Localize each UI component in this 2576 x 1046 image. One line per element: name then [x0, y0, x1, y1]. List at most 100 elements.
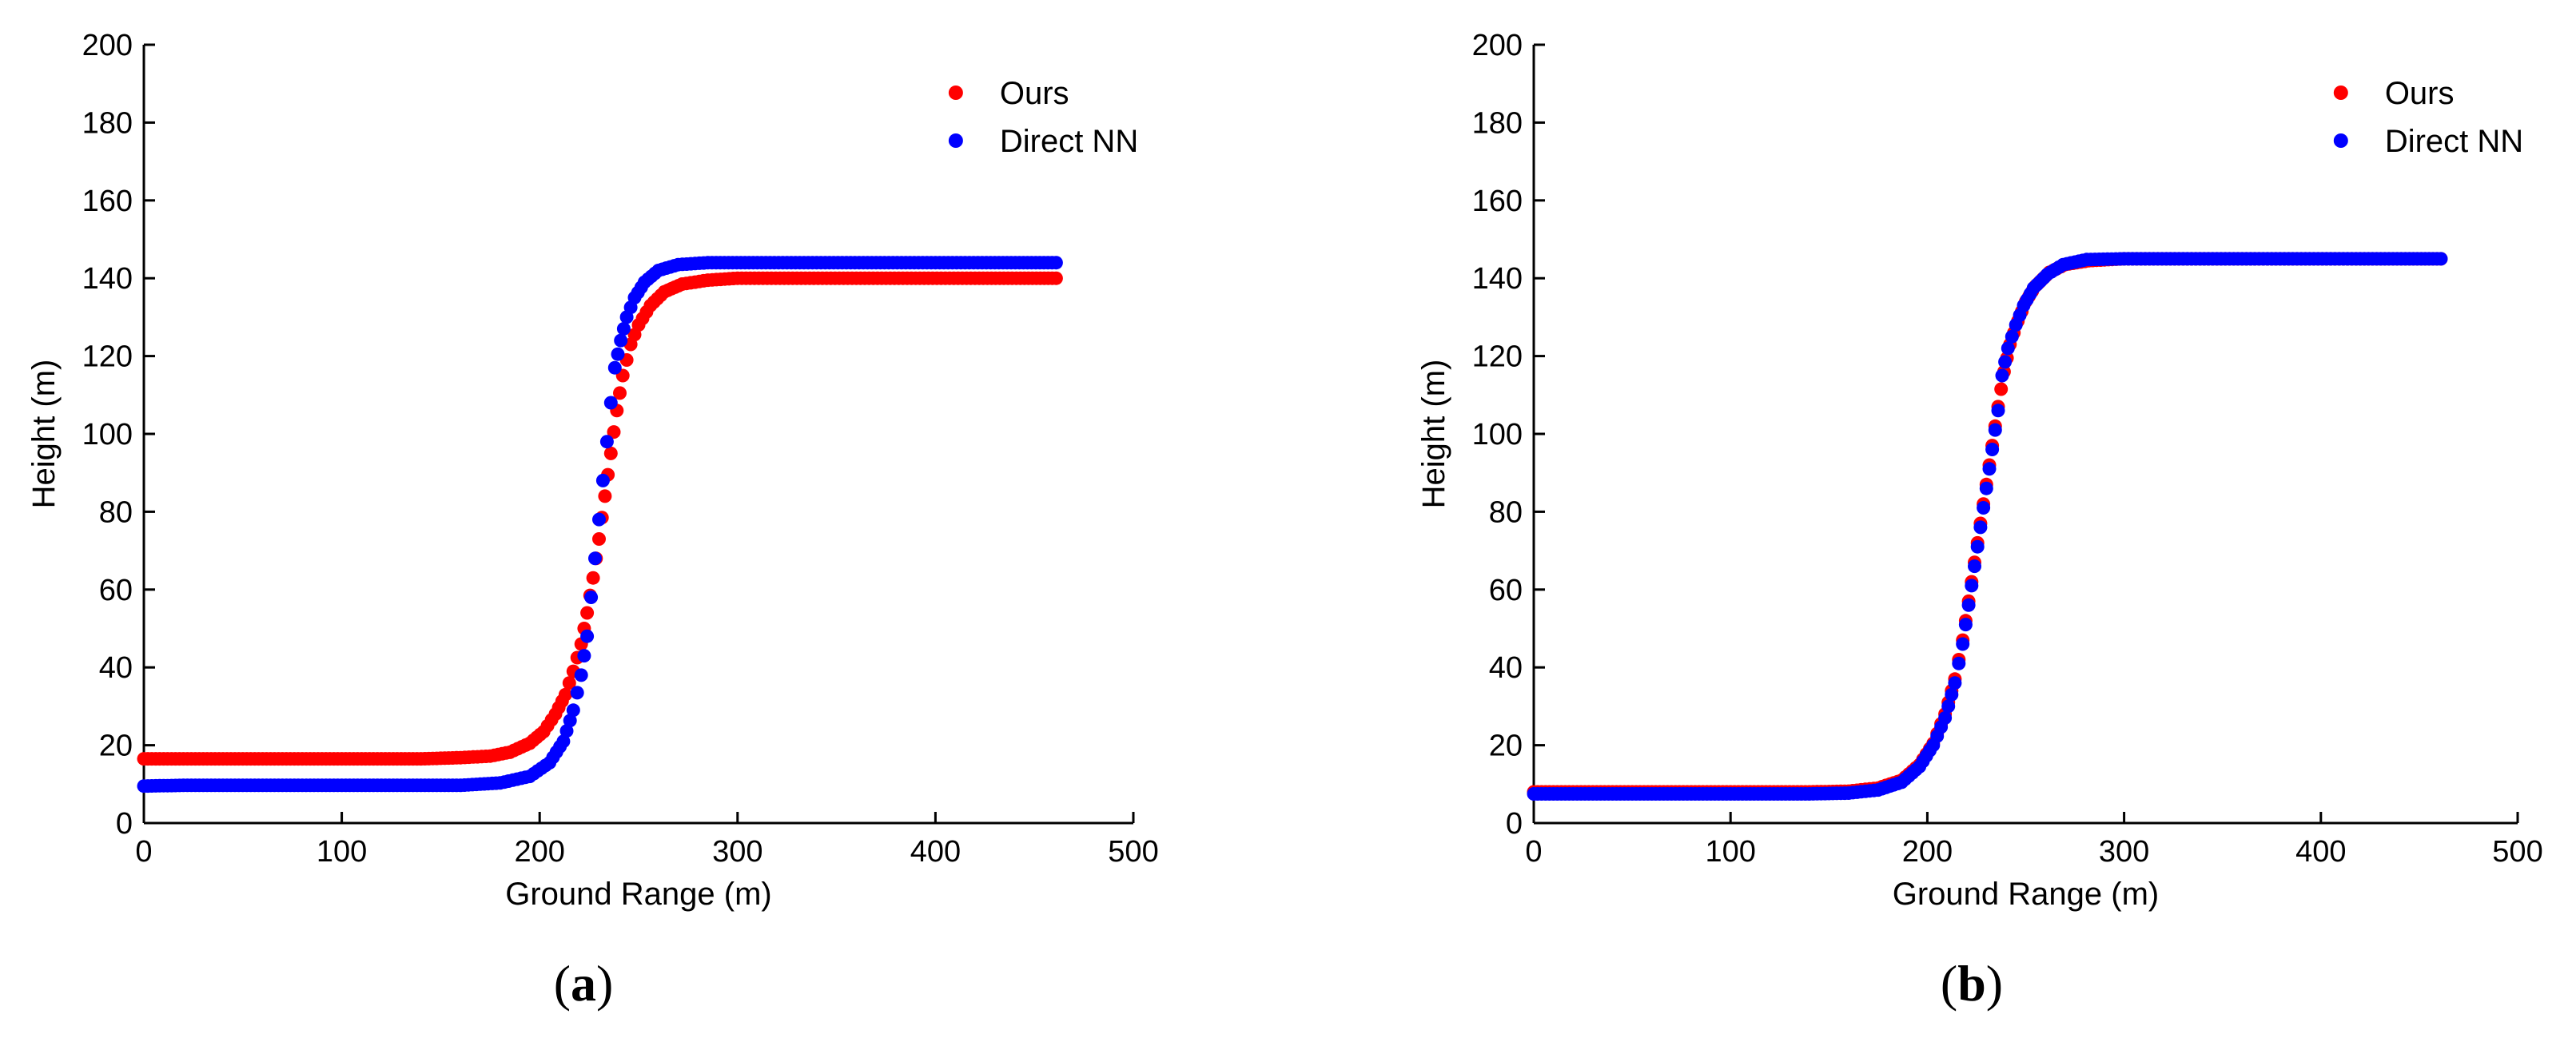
data-point — [1049, 271, 1063, 285]
series-direct-nn — [1527, 252, 2448, 801]
data-point — [611, 347, 625, 361]
panel-label: (a) — [554, 955, 614, 1012]
data-point — [1995, 368, 2009, 383]
x-tick-label: 0 — [1525, 835, 1542, 869]
data-point — [588, 551, 602, 566]
data-point — [1994, 382, 2009, 396]
x-tick-label: 0 — [135, 835, 152, 869]
y-tick-label: 20 — [99, 730, 133, 763]
legend-label: Direct NN — [2385, 124, 2523, 159]
data-point — [586, 571, 600, 585]
legend-marker — [2333, 133, 2348, 148]
data-point — [2434, 252, 2448, 266]
y-axis-label: Height (m) — [26, 360, 62, 509]
y-tick-label: 80 — [99, 495, 133, 529]
y-tick-label: 120 — [82, 340, 133, 374]
data-point — [1961, 598, 1976, 612]
data-point — [1991, 404, 2005, 418]
data-point — [1968, 559, 1981, 574]
legend-marker — [948, 133, 963, 148]
data-point — [580, 606, 595, 620]
chart-panel-b: 0 100 200 300 400 500 0 20 40 60 80 100 120 140 160 180… — [1416, 29, 2543, 1012]
x-tick-label: 200 — [1902, 835, 1953, 869]
x-tick-label: 300 — [712, 835, 762, 869]
y-tick-label: 160 — [82, 185, 133, 218]
data-point — [1938, 711, 1953, 725]
y-tick-label: 140 — [82, 262, 133, 296]
y-tick-label: 40 — [99, 651, 133, 685]
x-tick-label: 300 — [2099, 835, 2149, 869]
data-point — [577, 649, 591, 663]
series-ours — [137, 271, 1063, 766]
x-tick-label: 200 — [514, 835, 564, 869]
series-direct-nn — [137, 256, 1063, 793]
data-point — [1948, 676, 1962, 690]
data-point — [595, 473, 610, 487]
y-tick-label: 80 — [1489, 495, 1523, 529]
data-point — [566, 703, 580, 718]
y-tick-label: 140 — [1472, 262, 1523, 296]
data-point — [1985, 443, 2000, 456]
x-axis-label: Ground Range (m) — [505, 877, 771, 912]
legend: Ours Direct NN — [2333, 76, 2523, 159]
data-point — [1049, 256, 1063, 270]
data-point — [613, 386, 627, 400]
y-tick-label: 0 — [116, 807, 133, 841]
x-tick-label: 100 — [317, 835, 367, 869]
data-point — [1965, 579, 1979, 593]
legend-label: Ours — [1000, 76, 1069, 111]
y-tick-label: 160 — [1472, 185, 1523, 218]
data-point — [616, 322, 631, 336]
data-point — [1956, 637, 1970, 651]
panel-label: (b) — [1941, 955, 2003, 1012]
data-point — [570, 686, 584, 700]
series-ours — [1527, 252, 2448, 799]
y-tick-label: 180 — [1472, 106, 1523, 140]
data-point — [1958, 618, 1973, 632]
data-point — [1998, 355, 2013, 369]
legend-label: Direct NN — [1000, 124, 1138, 159]
x-axis-label: Ground Range (m) — [1893, 877, 2159, 912]
data-point — [1982, 462, 1997, 476]
data-point — [2001, 341, 2015, 356]
data-point — [603, 396, 618, 410]
data-point — [558, 687, 572, 702]
y-tick-label: 180 — [82, 106, 133, 140]
data-point — [599, 435, 614, 449]
data-point — [563, 714, 577, 728]
y-tick-label: 100 — [82, 418, 133, 451]
data-point — [592, 512, 606, 527]
legend: Ours Direct NN — [948, 76, 1138, 159]
x-tick-label: 400 — [2295, 835, 2346, 869]
y-tick-label: 60 — [99, 574, 133, 607]
y-axis-label: Height (m) — [1416, 360, 1451, 509]
data-point — [1973, 520, 1988, 535]
data-point — [1970, 539, 1985, 554]
y-tick-label: 60 — [1489, 574, 1523, 607]
data-point — [614, 333, 628, 348]
x-tick-label: 500 — [2492, 835, 2542, 869]
data-point — [1941, 699, 1956, 714]
data-point — [603, 446, 618, 460]
data-point — [1988, 423, 2002, 437]
data-point — [556, 734, 571, 749]
y-tick-label: 20 — [1489, 730, 1523, 763]
x-tick-label: 400 — [910, 835, 961, 869]
data-point — [598, 489, 612, 503]
x-tick-label: 500 — [1108, 835, 1158, 869]
data-point — [574, 668, 588, 682]
data-point — [1979, 481, 1993, 495]
chart-panel-a: 0 100 200 300 400 500 0 20 40 60 80 100 120 140 160 180… — [26, 29, 1159, 1012]
data-point — [580, 629, 595, 643]
data-point — [607, 425, 621, 439]
x-tick-label: 100 — [1705, 835, 1755, 869]
y-tick-label: 120 — [1472, 340, 1523, 374]
data-point — [592, 532, 606, 546]
data-point — [1952, 656, 1966, 670]
data-point — [559, 724, 574, 738]
y-tick-label: 40 — [1489, 651, 1523, 685]
data-point — [607, 360, 622, 375]
data-point — [1945, 687, 1959, 702]
legend-label: Ours — [2385, 76, 2455, 111]
